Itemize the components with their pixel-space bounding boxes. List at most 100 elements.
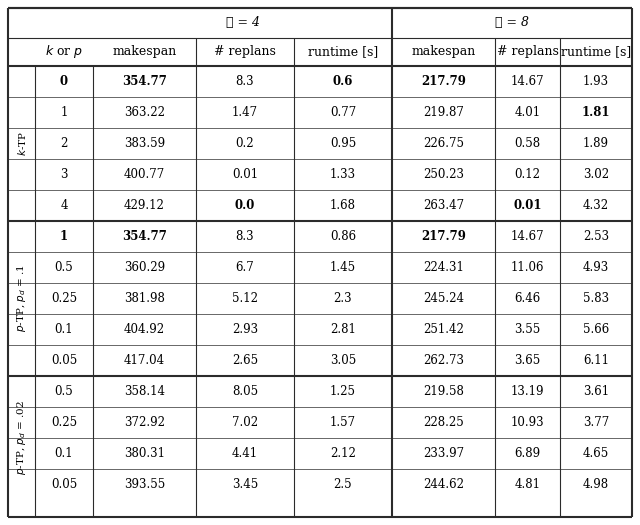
Text: 3.65: 3.65 [515, 354, 541, 367]
Text: 2.53: 2.53 [583, 230, 609, 243]
Text: 0.0: 0.0 [235, 199, 255, 212]
Text: ℓ = 8: ℓ = 8 [495, 16, 529, 29]
Text: 3.45: 3.45 [232, 478, 258, 491]
Text: 244.62: 244.62 [423, 478, 464, 491]
Text: 1.45: 1.45 [330, 261, 356, 274]
Text: 372.92: 372.92 [124, 416, 165, 429]
Text: 5.12: 5.12 [232, 292, 258, 305]
Text: 2.81: 2.81 [330, 323, 356, 336]
Text: 11.06: 11.06 [511, 261, 544, 274]
Text: 3.02: 3.02 [583, 168, 609, 181]
Text: 404.92: 404.92 [124, 323, 165, 336]
Text: 0.25: 0.25 [51, 292, 77, 305]
Text: 1.68: 1.68 [330, 199, 356, 212]
Text: 4.41: 4.41 [232, 447, 258, 460]
Text: 14.67: 14.67 [511, 75, 544, 88]
Text: 8.05: 8.05 [232, 385, 258, 398]
Text: $k$-TP: $k$-TP [15, 131, 28, 156]
Text: 0.2: 0.2 [236, 137, 254, 150]
Text: 1.25: 1.25 [330, 385, 356, 398]
Text: 13.19: 13.19 [511, 385, 544, 398]
Text: 417.04: 417.04 [124, 354, 165, 367]
Text: 380.31: 380.31 [124, 447, 165, 460]
Text: 1.93: 1.93 [583, 75, 609, 88]
Text: 217.79: 217.79 [421, 230, 466, 243]
Text: makespan: makespan [113, 46, 177, 58]
Text: 5.83: 5.83 [583, 292, 609, 305]
Text: 4.81: 4.81 [515, 478, 541, 491]
Text: 0.95: 0.95 [330, 137, 356, 150]
Text: 1: 1 [60, 230, 68, 243]
Text: 0.1: 0.1 [54, 323, 74, 336]
Text: 8.3: 8.3 [236, 75, 254, 88]
Text: 0.5: 0.5 [54, 261, 74, 274]
Text: 6.11: 6.11 [583, 354, 609, 367]
Text: 14.67: 14.67 [511, 230, 544, 243]
Text: 219.58: 219.58 [423, 385, 464, 398]
Text: 354.77: 354.77 [122, 230, 167, 243]
Text: 8.3: 8.3 [236, 230, 254, 243]
Text: 262.73: 262.73 [423, 354, 464, 367]
Text: 0.1: 0.1 [54, 447, 74, 460]
Text: 360.29: 360.29 [124, 261, 165, 274]
Text: 3.77: 3.77 [583, 416, 609, 429]
Text: 3.55: 3.55 [515, 323, 541, 336]
Text: runtime [s]: runtime [s] [308, 46, 378, 58]
Text: 1.47: 1.47 [232, 106, 258, 119]
Text: 6.46: 6.46 [515, 292, 541, 305]
Text: $p$-TP, $p_d$ = .1: $p$-TP, $p_d$ = .1 [15, 265, 28, 332]
Text: # replans: # replans [497, 46, 559, 58]
Text: 429.12: 429.12 [124, 199, 165, 212]
Text: 1.57: 1.57 [330, 416, 356, 429]
Text: 263.47: 263.47 [423, 199, 464, 212]
Text: 2.93: 2.93 [232, 323, 258, 336]
Text: 3.61: 3.61 [583, 385, 609, 398]
Text: 245.24: 245.24 [423, 292, 464, 305]
Text: 0.01: 0.01 [232, 168, 258, 181]
Text: 1.89: 1.89 [583, 137, 609, 150]
Text: 233.97: 233.97 [423, 447, 464, 460]
Text: 4.65: 4.65 [583, 447, 609, 460]
Text: 0.01: 0.01 [513, 199, 541, 212]
Text: 10.93: 10.93 [511, 416, 544, 429]
Text: 0.86: 0.86 [330, 230, 356, 243]
Text: 5.66: 5.66 [583, 323, 609, 336]
Text: 2.3: 2.3 [333, 292, 352, 305]
Text: 4.32: 4.32 [583, 199, 609, 212]
Text: 251.42: 251.42 [423, 323, 464, 336]
Text: makespan: makespan [412, 46, 476, 58]
Text: 393.55: 393.55 [124, 478, 165, 491]
Text: ℓ = 4: ℓ = 4 [225, 16, 259, 29]
Text: # replans: # replans [214, 46, 276, 58]
Text: 0.58: 0.58 [515, 137, 541, 150]
Text: 0.77: 0.77 [330, 106, 356, 119]
Text: 6.89: 6.89 [515, 447, 541, 460]
Text: 1.81: 1.81 [582, 106, 611, 119]
Text: 250.23: 250.23 [423, 168, 464, 181]
Text: 0.12: 0.12 [515, 168, 541, 181]
Text: 363.22: 363.22 [124, 106, 165, 119]
Text: 383.59: 383.59 [124, 137, 165, 150]
Text: 6.7: 6.7 [236, 261, 254, 274]
Text: 0.5: 0.5 [54, 385, 74, 398]
Text: 2.5: 2.5 [333, 478, 352, 491]
Text: 7.02: 7.02 [232, 416, 258, 429]
Text: 4: 4 [60, 199, 68, 212]
Text: $p$-TP, $p_d$ = .02: $p$-TP, $p_d$ = .02 [15, 401, 28, 476]
Text: 0.05: 0.05 [51, 478, 77, 491]
Text: 228.25: 228.25 [423, 416, 464, 429]
Text: 217.79: 217.79 [421, 75, 466, 88]
Text: 224.31: 224.31 [423, 261, 464, 274]
Text: 4.98: 4.98 [583, 478, 609, 491]
Text: 1: 1 [60, 106, 68, 119]
Text: 226.75: 226.75 [423, 137, 464, 150]
Text: 381.98: 381.98 [124, 292, 165, 305]
Text: 2.65: 2.65 [232, 354, 258, 367]
Text: 0.6: 0.6 [333, 75, 353, 88]
Text: 400.77: 400.77 [124, 168, 165, 181]
Text: 2.12: 2.12 [330, 447, 356, 460]
Text: 0.25: 0.25 [51, 416, 77, 429]
Text: 219.87: 219.87 [423, 106, 464, 119]
Text: 4.93: 4.93 [583, 261, 609, 274]
Text: 3.05: 3.05 [330, 354, 356, 367]
